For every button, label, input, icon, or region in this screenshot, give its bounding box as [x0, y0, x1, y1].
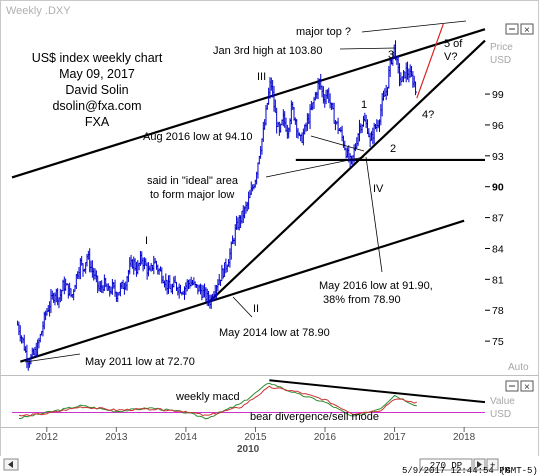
price-series — [17, 40, 418, 371]
annotation-aug-low: Aug 2016 low at 94.10 — [143, 131, 252, 143]
time-tick-label: 2018 — [453, 432, 476, 443]
time-tick-label: 2013 — [105, 432, 128, 443]
status-timezone: (GMT-5) — [500, 466, 538, 475]
close-button[interactable] — [520, 23, 534, 35]
price-tick-label: 81 — [492, 274, 504, 286]
annotation-weekly-macd: weekly macd — [175, 391, 240, 403]
aug-low-pointer — [310, 135, 365, 152]
price-axis: 75 78 81 84 87 90 93 96 99 — [485, 89, 504, 348]
arrow-right-icon — [477, 461, 482, 468]
chart-header: US$ index weekly chart May 09, 2017 Davi… — [32, 51, 163, 129]
time-tick-label: 2014 — [175, 432, 198, 443]
price-axis-title: Price — [490, 42, 513, 53]
annotation-v: V? — [444, 51, 457, 63]
annotation-wave-I: I — [145, 235, 148, 247]
macd-series-2 — [18, 385, 417, 417]
price-tick-label: 90 — [492, 182, 504, 194]
macd-divergence-line — [269, 379, 486, 404]
annotation-five-of: 5 of — [444, 38, 463, 50]
price-tick-label: 99 — [492, 89, 504, 101]
trendline-1 — [20, 219, 465, 363]
annotation-wave-4: 4? — [422, 109, 434, 121]
macd-close-button[interactable] — [520, 380, 534, 392]
time-tick-label: 2016 — [314, 432, 337, 443]
annotation-pointers — [24, 20, 467, 363]
price-tick-label: 87 — [492, 213, 504, 225]
time-tick-label: 2015 — [244, 432, 267, 443]
may14-low-pointer — [232, 296, 253, 318]
jan-high-pointer — [339, 47, 397, 50]
annotation-may16-low-1: May 2016 low at 91.90, — [319, 280, 433, 292]
price-tick-label: 75 — [492, 336, 504, 348]
annotation-wave-II: II — [253, 303, 259, 315]
annotation-may14-low: May 2014 low at 78.90 — [219, 327, 330, 339]
value-axis-unit: USD — [490, 409, 511, 420]
zoom-button[interactable] — [486, 458, 499, 471]
projection-line — [416, 23, 444, 99]
header-line-1: US$ index weekly chart — [32, 51, 163, 65]
macd-pane — [12, 379, 486, 420]
header-line-5: FXA — [85, 115, 110, 129]
timeframe-box[interactable] — [419, 458, 473, 471]
header-line-3: David Solin — [65, 83, 128, 97]
annotation-wave-1: 1 — [361, 99, 367, 111]
price-pane-buttons: × — [505, 23, 534, 36]
price-axis-unit: USD — [490, 55, 511, 66]
time-axis: 2012 2013 2014 2015 2016 2017 2018 2010 — [36, 427, 476, 455]
price-tick-label: 84 — [492, 243, 504, 255]
price-tick-label: 78 — [492, 305, 504, 317]
zoom-icon: + — [490, 461, 495, 471]
annotation-wave-3: 3 — [388, 49, 394, 61]
annotation-may16-low-2: 38% from 78.90 — [323, 294, 401, 306]
may16-low-pointer — [365, 156, 383, 273]
time-tick-label: 2012 — [36, 432, 59, 443]
timeframe-label: 270 DP — [430, 461, 462, 471]
arrow-left-icon — [8, 461, 13, 468]
annotation-bear-divergence: bear divergence/sell mode — [250, 411, 379, 423]
annotation-wave-III: III — [257, 71, 266, 83]
annotation-jan-high: Jan 3rd high at 103.80 — [213, 45, 322, 57]
status-bar-background — [0, 456, 539, 475]
annotation-major-top: major top ? — [296, 26, 351, 38]
trendlines-layer — [11, 23, 486, 363]
annotation-may11-low: May 2011 low at 72.70 — [85, 356, 195, 368]
annotation-wave-2: 2 — [390, 143, 396, 155]
macd-pane-buttons: × — [505, 380, 534, 393]
close-icon: × — [524, 25, 530, 36]
status-bar: 270 DP + 5/9/2017 12:44:54 PM (GMT-5) — [0, 456, 539, 475]
price-tick-label: 93 — [492, 151, 504, 163]
may11-low-pointer — [24, 353, 81, 363]
trendline-2 — [11, 28, 486, 179]
macd-series-1 — [18, 382, 417, 420]
annotation-wave-IV: IV — [373, 183, 384, 195]
time-axis-year: 2010 — [237, 444, 260, 455]
auto-scale-label: Auto — [508, 362, 529, 373]
header-line-4: dsolin@fxa.com — [52, 99, 141, 113]
header-line-2: May 09, 2017 — [59, 67, 135, 81]
trendline-3 — [209, 39, 486, 302]
window-title: Weekly .DXY — [6, 5, 71, 17]
macd-close-icon: × — [524, 382, 530, 393]
time-tick-label: 2017 — [383, 432, 406, 443]
price-tick-label: 96 — [492, 120, 504, 132]
annotation-ideal-1: said in "ideal" area — [147, 175, 239, 187]
ideal-area-pointer — [265, 156, 365, 178]
annotation-ideal-2: to form major low — [150, 189, 234, 201]
major-top-pointer — [361, 20, 467, 33]
value-axis-title: Value — [490, 396, 515, 407]
status-timestamp: 5/9/2017 12:44:54 PM — [402, 466, 510, 475]
